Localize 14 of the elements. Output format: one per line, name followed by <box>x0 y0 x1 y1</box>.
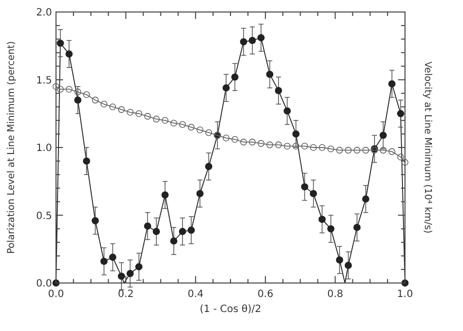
x-tick-label: 0.8 <box>327 289 344 300</box>
y-tick-label: 1.5 <box>36 75 52 86</box>
x-tick-label: 0.4 <box>188 289 204 300</box>
y2-axis-title: Velocity at Line Minimum (10⁴ km/s) <box>422 62 433 234</box>
x-tick-label: 0.6 <box>257 289 274 300</box>
y-tick-label: 1.0 <box>36 143 52 154</box>
x-tick-label: 0.0 <box>48 289 64 300</box>
x-tick-label: 1.0 <box>397 289 413 300</box>
y-axis-title: Polarization Level at Line Minimum (percent) <box>6 41 17 254</box>
y-tick-label: 2.0 <box>36 8 52 18</box>
y-tick-label: 0.5 <box>36 210 52 222</box>
x-tick-label: 0.2 <box>118 289 134 300</box>
y-tick-label: 0.0 <box>36 278 52 290</box>
x-axis-title: (1 - Cos θ)/2 <box>200 304 262 315</box>
